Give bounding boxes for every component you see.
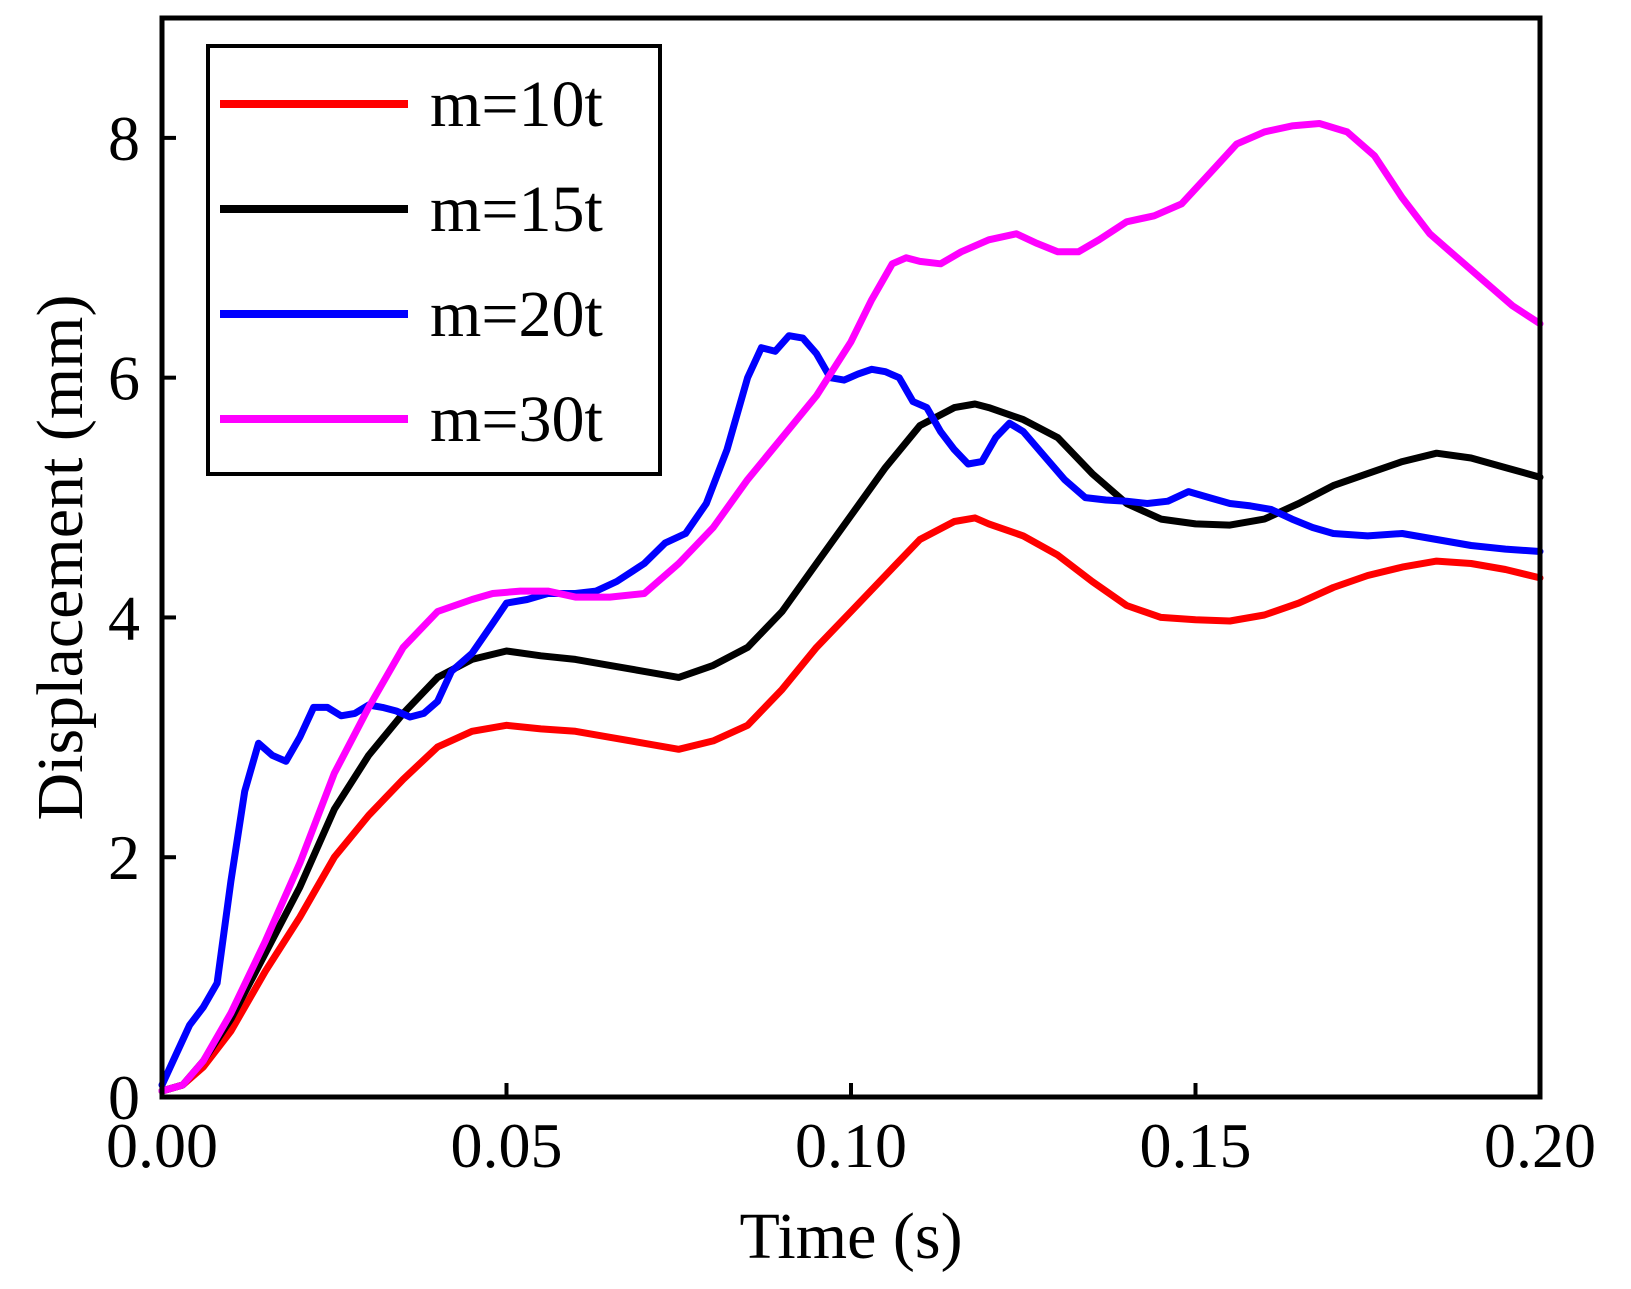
x-axis-title: Time (s) xyxy=(739,1200,962,1273)
series-line-m30t xyxy=(158,120,1544,1095)
x-tick-label: 0.20 xyxy=(1484,1110,1596,1181)
y-tick-label: 2 xyxy=(108,822,140,893)
y-tick-label: 4 xyxy=(108,582,140,653)
x-tick-label: 0.00 xyxy=(106,1110,218,1181)
legend-label: m=15t xyxy=(430,173,603,246)
series-line-m10t xyxy=(158,514,1544,1095)
y-tick-label: 0 xyxy=(108,1062,140,1133)
x-tick-label: 0.10 xyxy=(795,1110,907,1181)
x-tick-label: 0.15 xyxy=(1140,1110,1252,1181)
y-tick-label: 8 xyxy=(108,103,140,174)
x-tick-label: 0.05 xyxy=(451,1110,563,1181)
legend: m=10t m=15t m=20t m=30t xyxy=(206,44,662,476)
legend-label: m=10t xyxy=(430,68,603,141)
series-layer xyxy=(158,120,1544,1095)
y-axis-title: Displacement (mm) xyxy=(24,294,97,820)
legend-label: m=20t xyxy=(430,278,603,351)
series-line-m20t xyxy=(158,332,1544,1089)
series-line-m15t xyxy=(158,400,1544,1095)
legend-label: m=30t xyxy=(430,383,603,456)
y-tick-label: 6 xyxy=(108,343,140,414)
legend-box xyxy=(206,44,662,476)
ticks-layer: 0.00 0.05 0.10 0.15 0.20 0 2 4 6 8 xyxy=(106,103,1596,1181)
